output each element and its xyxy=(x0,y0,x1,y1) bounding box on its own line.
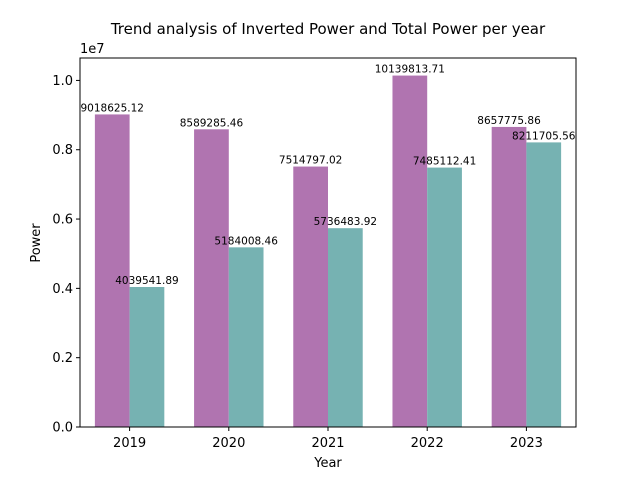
x-tick-label-2022: 2022 xyxy=(411,436,444,451)
data-label-series1-2022: 10139813.71 xyxy=(375,64,445,76)
x-tick-label-2023: 2023 xyxy=(510,436,543,451)
data-label-series1-2020: 8589285.46 xyxy=(180,117,244,129)
data-label-series2-2021: 5736483.92 xyxy=(314,216,377,228)
x-tick-label-2021: 2021 xyxy=(311,436,344,451)
bar-series2-2019 xyxy=(129,286,165,427)
bar-series2-2020 xyxy=(228,247,264,427)
data-label-series1-2019: 9018625.12 xyxy=(81,102,144,114)
data-labels-group: 9018625.12 8589285.46 7514797.02 10139813.7… xyxy=(81,64,576,287)
x-tick-label-2020: 2020 xyxy=(212,436,245,451)
y-tick-label: 1.0 xyxy=(52,74,73,89)
data-label-series2-2022: 7485112.41 xyxy=(413,156,476,168)
bar-series1-2021 xyxy=(293,166,328,428)
chart-title: Trend analysis of Inverted Power and Tot… xyxy=(110,20,546,38)
y-tick-label: 0.2 xyxy=(52,351,73,366)
data-label-series1-2023: 8657775.86 xyxy=(477,115,541,127)
bar-series1-2020 xyxy=(194,129,229,428)
y-tick-label: 0.6 xyxy=(52,213,73,228)
bar-series2-2022 xyxy=(427,167,462,427)
data-label-series2-2020: 5184008.46 xyxy=(214,235,278,247)
x-axis-label: Year xyxy=(313,456,342,471)
data-label-series1-2021: 7514797.02 xyxy=(279,155,342,167)
y-tick-label: 0.0 xyxy=(52,421,73,436)
y-axis-offset-label: 1e7 xyxy=(80,42,105,57)
bar-series2-2021 xyxy=(328,228,363,427)
bar-series1-2022 xyxy=(392,75,428,428)
y-tick-label: 0.4 xyxy=(52,282,73,297)
bar-series1-2023 xyxy=(491,126,527,427)
y-axis-label: Power xyxy=(29,223,44,263)
data-label-series2-2023: 8211705.56 xyxy=(512,130,576,142)
y-tick-label: 0.8 xyxy=(52,143,73,158)
data-label-series2-2019: 4039541.89 xyxy=(115,275,178,287)
bar-series1-2019 xyxy=(94,114,130,427)
bar-series2-2023 xyxy=(526,142,562,427)
x-tick-label-2019: 2019 xyxy=(113,436,146,451)
bars-group xyxy=(94,75,562,428)
axes-group: 0.0 0.2 0.4 0.6 0.8 1.0 2019 2020 2021 2022 2023 xyxy=(52,57,577,451)
